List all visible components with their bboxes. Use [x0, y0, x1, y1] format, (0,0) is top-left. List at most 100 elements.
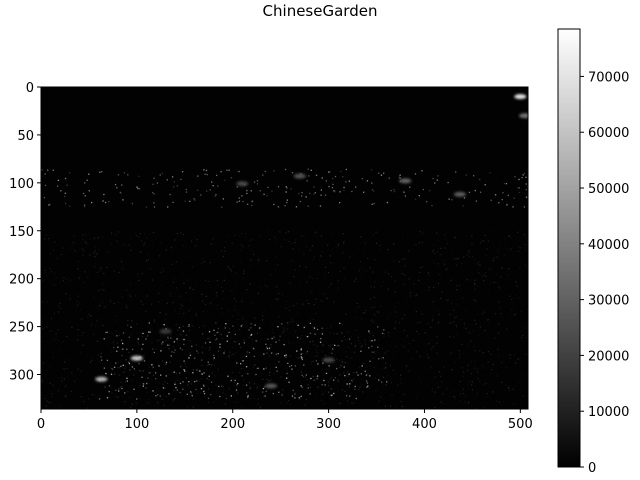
image-speckle	[43, 196, 46, 199]
image-speckle	[299, 398, 301, 400]
image-speckle	[343, 189, 345, 192]
image-speckle	[458, 357, 460, 359]
image-speckle	[313, 303, 315, 306]
image-speckle	[444, 342, 446, 344]
image-speckle	[161, 284, 163, 287]
image-speckle	[310, 291, 312, 293]
image-speckle	[419, 271, 421, 274]
image-speckle	[307, 384, 309, 386]
image-speckle	[383, 329, 385, 331]
image-speckle	[277, 326, 279, 328]
image-speckle	[163, 270, 165, 272]
image-speckle	[212, 359, 214, 361]
image-speckle	[384, 367, 387, 369]
image-speckle	[320, 235, 323, 237]
colorbar-tick-label: 0	[588, 461, 596, 476]
image-speckle	[286, 327, 288, 329]
image-speckle	[236, 362, 238, 364]
image-speckle	[138, 339, 140, 341]
image-speckle	[258, 260, 260, 262]
image-speckle	[234, 382, 236, 384]
image-speckle	[280, 245, 282, 248]
image-speckle	[143, 354, 145, 357]
image-speckle	[46, 169, 49, 171]
image-speckle	[299, 396, 301, 398]
image-speckle	[68, 359, 70, 361]
image-plot	[40, 86, 529, 410]
image-speckle	[128, 361, 130, 363]
image-speckle	[240, 325, 242, 327]
image-speckle	[115, 389, 117, 392]
image-speckle	[340, 170, 342, 173]
image-speckle	[403, 314, 406, 316]
image-speckle	[253, 355, 255, 358]
image-speckle	[475, 200, 478, 202]
image-speckle	[268, 355, 270, 357]
image-speckle	[101, 349, 103, 352]
image-speckle	[498, 301, 500, 303]
image-speckle	[386, 381, 388, 383]
image-speckle	[82, 192, 85, 195]
image-speckle	[327, 272, 330, 274]
image-speckle	[192, 288, 194, 291]
image-speckle	[141, 376, 143, 378]
image-speckle	[323, 379, 325, 382]
image-speckle	[277, 353, 279, 355]
image-speckle	[414, 198, 417, 200]
image-speckle	[224, 179, 226, 181]
image-speckle	[144, 234, 146, 236]
image-speckle	[231, 346, 234, 349]
image-speckle	[400, 374, 402, 376]
image-speckle	[289, 403, 291, 405]
image-speckle	[498, 286, 500, 288]
image-speckle	[182, 305, 184, 308]
image-speckle	[62, 367, 64, 369]
image-speckle	[169, 193, 171, 196]
image-speckle	[324, 384, 326, 386]
image-speckle	[91, 393, 93, 396]
image-speckle	[93, 245, 95, 248]
image-speckle	[507, 235, 510, 237]
image-speckle	[343, 240, 345, 243]
image-speckle	[120, 192, 122, 194]
image-speckle	[192, 398, 194, 400]
image-speckle	[371, 340, 373, 342]
image-speckle	[216, 304, 219, 306]
image-speckle	[172, 186, 175, 188]
image-speckle	[230, 289, 233, 292]
image-speckle	[225, 241, 227, 243]
image-speckle	[171, 263, 173, 265]
image-speckle	[472, 345, 475, 348]
image-speckle	[83, 400, 85, 403]
image-speckle	[208, 363, 210, 366]
image-speckle	[288, 381, 290, 383]
image-speckle	[196, 239, 198, 241]
image-speckle	[94, 394, 96, 396]
image-speckle	[313, 258, 315, 261]
image-speckle	[271, 329, 273, 331]
image-speckle	[505, 367, 507, 369]
image-speckle	[399, 378, 402, 381]
image-speckle	[229, 327, 231, 329]
image-speckle	[392, 357, 395, 359]
image-speckle	[422, 266, 424, 268]
image-speckle	[370, 286, 372, 288]
image-speckle	[93, 296, 95, 299]
image-speckle	[220, 286, 223, 289]
image-speckle	[192, 406, 195, 408]
image-speckle	[191, 300, 193, 302]
image-speckle	[518, 246, 520, 248]
image-speckle	[118, 271, 120, 274]
image-speckle	[337, 380, 339, 383]
image-speckle	[269, 369, 271, 371]
image-speckle	[142, 332, 144, 335]
image-speckle	[268, 371, 271, 374]
image-speckle	[454, 397, 456, 399]
image-speckle	[115, 362, 117, 364]
image-speckle	[94, 250, 96, 252]
image-speckle	[44, 238, 46, 240]
image-speckle	[130, 380, 132, 382]
image-speckle	[54, 272, 56, 274]
image-speckle	[216, 292, 218, 294]
image-speckle	[333, 348, 335, 350]
